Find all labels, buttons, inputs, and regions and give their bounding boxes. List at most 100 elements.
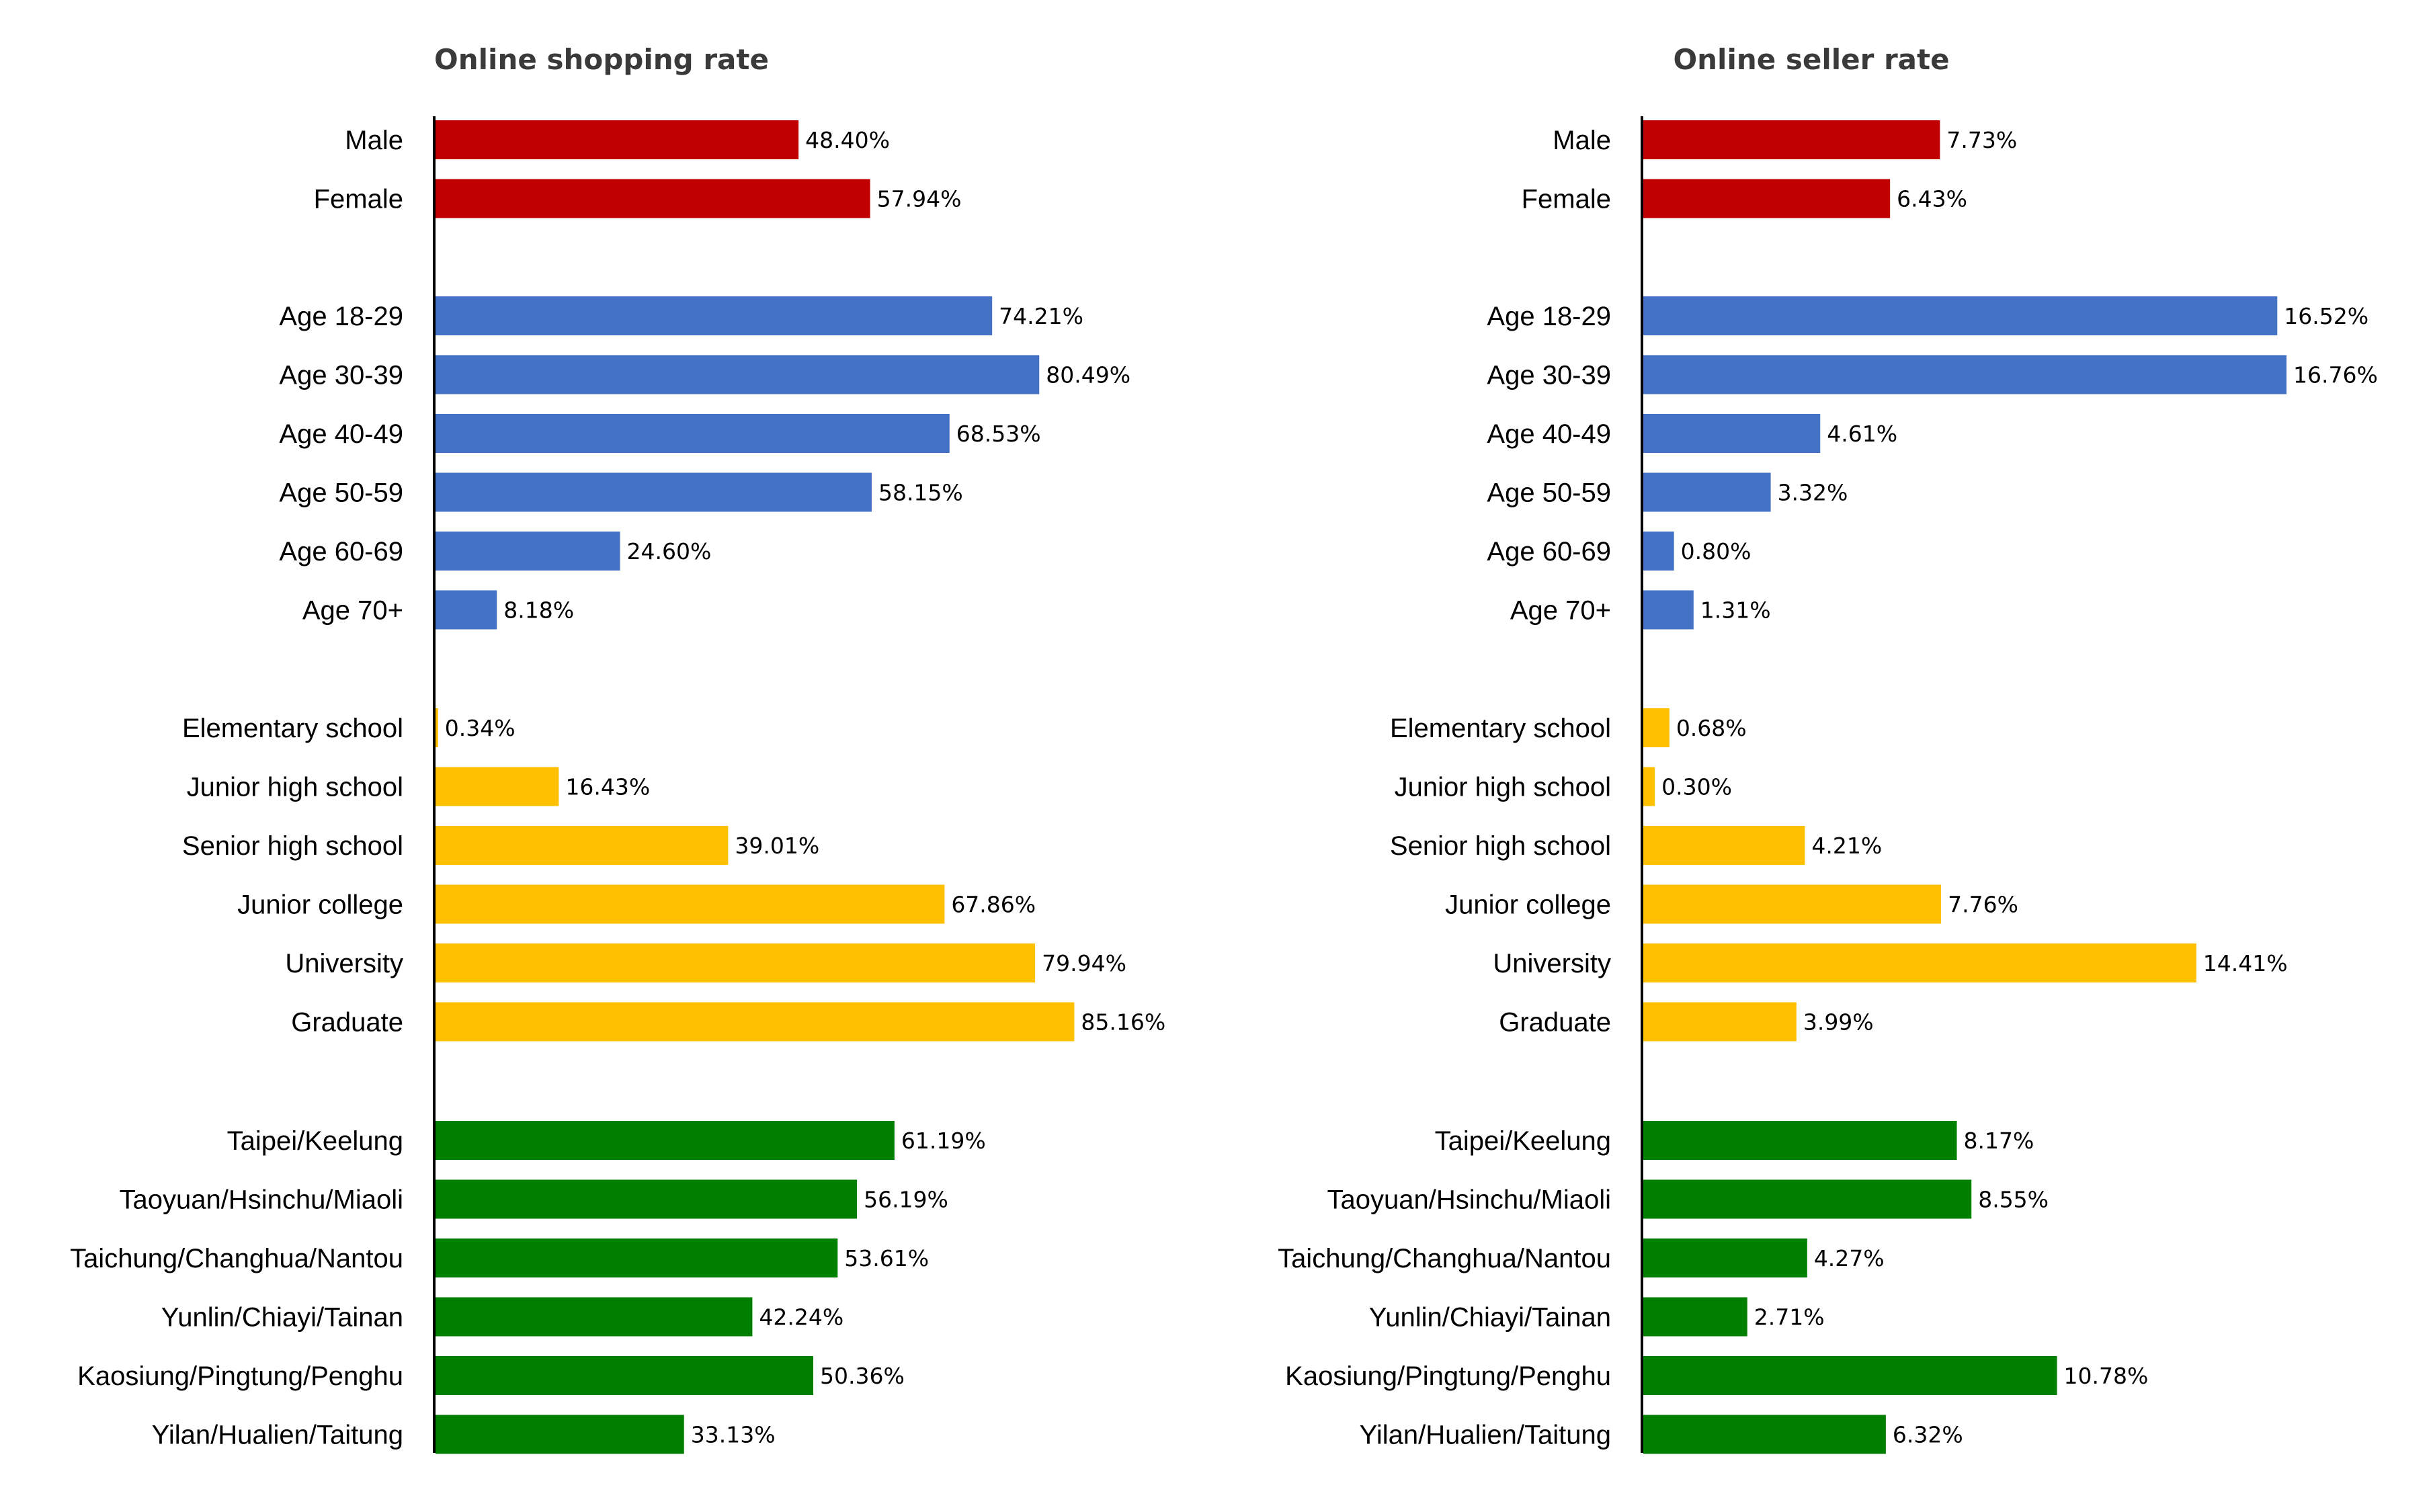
bar-university <box>1643 943 2196 982</box>
category-label-yilan-hualien-taitung: Yilan/Hualien/Taitung <box>1360 1421 1611 1450</box>
value-label-female: 6.43% <box>1897 186 1967 212</box>
bar-senior-high-school <box>1643 826 1805 865</box>
bar-junior-high-school <box>1643 767 1655 806</box>
category-label-senior-high-school: Senior high school <box>1390 831 1611 861</box>
bar-yilan-hualien-taitung <box>1643 1415 1886 1454</box>
category-label-taoyuan-hsinchu-miaoli: Taoyuan/Hsinchu/Miaoli <box>1327 1185 1611 1215</box>
value-label-taoyuan-hsinchu-miaoli: 8.55% <box>1978 1187 2049 1213</box>
bar-taoyuan-hsinchu-miaoli <box>1643 1179 1972 1219</box>
value-label-kaosiung-pingtung-penghu: 10.78% <box>2064 1363 2149 1389</box>
category-label-male: Male <box>345 126 403 155</box>
category-label-yilan-hualien-taitung: Yilan/Hualien/Taitung <box>152 1421 403 1450</box>
value-label-yilan-hualien-taitung: 33.13% <box>691 1422 776 1448</box>
bar-yunlin-chiayi-tainan <box>436 1297 753 1337</box>
value-label-junior-high-school: 0.30% <box>1661 774 1732 800</box>
value-label-yunlin-chiayi-tainan: 42.24% <box>759 1304 843 1331</box>
value-label-taichung-changhua-nantou: 4.27% <box>1814 1245 1885 1271</box>
bar-senior-high-school <box>436 826 729 865</box>
value-label-taichung-changhua-nantou: 53.61% <box>844 1245 929 1271</box>
bar-age-18-29 <box>436 296 993 335</box>
category-label-university: University <box>1493 949 1611 978</box>
bar-age-50-59 <box>436 472 872 512</box>
category-label-graduate: Graduate <box>291 1008 403 1038</box>
category-label-male: Male <box>1553 126 1611 155</box>
bar-taichung-changhua-nantou <box>436 1238 838 1277</box>
value-label-university: 14.41% <box>2203 950 2288 976</box>
value-label-senior-high-school: 39.01% <box>735 833 819 859</box>
bar-elementary-school <box>436 708 438 747</box>
bar-age-40-49 <box>436 414 950 453</box>
category-label-junior-college: Junior college <box>237 890 403 920</box>
value-label-male: 48.40% <box>805 127 890 153</box>
category-label-taichung-changhua-nantou: Taichung/Changhua/Nantou <box>70 1244 403 1273</box>
category-label-age-60-69: Age 60-69 <box>1487 537 1611 566</box>
value-label-junior-college: 67.86% <box>951 892 1036 918</box>
category-label-kaosiung-pingtung-penghu: Kaosiung/Pingtung/Penghu <box>1285 1361 1611 1391</box>
bar-female <box>436 179 870 218</box>
category-label-age-70: Age 70+ <box>302 596 403 626</box>
category-label-age-50-59: Age 50-59 <box>279 478 403 508</box>
category-label-female: Female <box>1522 185 1611 214</box>
category-label-senior-high-school: Senior high school <box>182 831 403 861</box>
bar-age-60-69 <box>1643 532 1674 571</box>
bar-graduate <box>436 1002 1075 1042</box>
chart-title: Online seller rate <box>1673 43 1949 76</box>
bar-male <box>436 120 799 159</box>
panel-online-shopping-rate: Online shopping rate Male 48.40% Female 57.… <box>70 43 1165 1454</box>
category-label-age-30-39: Age 30-39 <box>279 361 403 390</box>
bar-age-70 <box>436 590 497 630</box>
value-label-yunlin-chiayi-tainan: 2.71% <box>1754 1304 1825 1331</box>
value-label-female: 57.94% <box>877 186 962 212</box>
bar-junior-college <box>436 884 945 924</box>
bar-elementary-school <box>1643 708 1670 747</box>
category-label-taichung-changhua-nantou: Taichung/Changhua/Nantou <box>1278 1244 1611 1273</box>
category-label-taipei-keelung: Taipei/Keelung <box>227 1126 403 1156</box>
category-label-age-30-39: Age 30-39 <box>1487 361 1611 390</box>
bar-male <box>1643 120 1940 159</box>
category-label-age-70: Age 70+ <box>1510 596 1611 626</box>
category-label-junior-high-school: Junior high school <box>187 773 403 802</box>
category-label-taipei-keelung: Taipei/Keelung <box>1435 1126 1611 1156</box>
bar-junior-high-school <box>436 767 559 806</box>
category-label-elementary-school: Elementary school <box>1390 714 1611 743</box>
value-label-age-30-39: 80.49% <box>1046 362 1130 388</box>
bar-age-70 <box>1643 590 1694 630</box>
category-label-yunlin-chiayi-tainan: Yunlin/Chiayi/Tainan <box>161 1303 403 1333</box>
bar-kaosiung-pingtung-penghu <box>1643 1356 2057 1395</box>
value-label-kaosiung-pingtung-penghu: 50.36% <box>820 1363 905 1389</box>
value-label-elementary-school: 0.68% <box>1676 715 1747 741</box>
category-label-graduate: Graduate <box>1499 1008 1611 1038</box>
bar-female <box>1643 179 1891 218</box>
value-label-junior-high-school: 16.43% <box>565 774 650 800</box>
value-label-senior-high-school: 4.21% <box>1811 833 1882 859</box>
category-label-age-40-49: Age 40-49 <box>279 419 403 449</box>
bar-junior-college <box>1643 884 1942 924</box>
value-label-age-60-69: 24.60% <box>627 538 712 564</box>
value-label-elementary-school: 0.34% <box>445 715 516 741</box>
bar-university <box>436 943 1036 982</box>
bar-age-30-39 <box>436 355 1040 394</box>
category-label-junior-college: Junior college <box>1445 890 1611 920</box>
bar-taichung-changhua-nantou <box>1643 1238 1807 1277</box>
category-label-age-40-49: Age 40-49 <box>1487 419 1611 449</box>
value-label-age-60-69: 0.80% <box>1681 538 1752 564</box>
bar-age-40-49 <box>1643 414 1821 453</box>
bar-yilan-hualien-taitung <box>436 1415 684 1454</box>
category-label-elementary-school: Elementary school <box>182 714 403 743</box>
value-label-age-18-29: 16.52% <box>2284 303 2368 329</box>
panel-online-seller-rate: Online seller rate Male 7.73% Female 6.43% A… <box>1278 43 2378 1454</box>
category-label-yunlin-chiayi-tainan: Yunlin/Chiayi/Tainan <box>1369 1303 1611 1333</box>
category-label-university: University <box>285 949 403 978</box>
bar-taipei-keelung <box>1643 1121 1957 1160</box>
bar-taipei-keelung <box>436 1121 895 1160</box>
bar-age-60-69 <box>436 532 620 571</box>
bar-age-18-29 <box>1643 296 2278 335</box>
category-label-age-60-69: Age 60-69 <box>279 537 403 566</box>
value-label-age-18-29: 74.21% <box>999 303 1083 329</box>
bar-yunlin-chiayi-tainan <box>1643 1297 1747 1337</box>
value-label-age-40-49: 4.61% <box>1827 421 1897 447</box>
value-label-university: 79.94% <box>1042 950 1126 976</box>
value-label-taipei-keelung: 8.17% <box>1964 1128 2034 1154</box>
bar-graduate <box>1643 1002 1797 1042</box>
